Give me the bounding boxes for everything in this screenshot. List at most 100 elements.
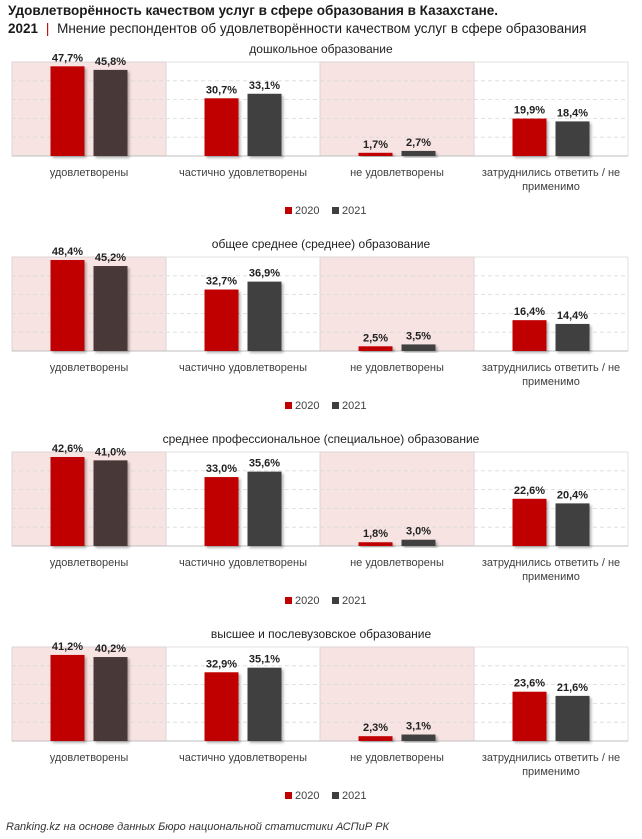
category-label: удовлетворены (50, 167, 129, 179)
data-label: 42,6% (52, 443, 83, 455)
bar-2020 (50, 260, 85, 351)
data-label: 20,4% (557, 489, 588, 501)
highlight-band (319, 451, 475, 547)
category-label: не удовлетворены (350, 167, 444, 179)
category-label: частично удовлетворены (179, 167, 307, 179)
bar-chart: 41,2% 40,2% удовлетворены 32,9% 35,1% частичн… (11, 641, 629, 802)
legend-label: 2021 (342, 790, 366, 802)
bar-2020 (50, 457, 85, 546)
legend-label: 2020 (295, 205, 319, 217)
highlight-band (319, 646, 475, 742)
data-label: 23,6% (514, 678, 545, 690)
data-label: 32,7% (206, 276, 237, 288)
bar-2021 (555, 121, 590, 156)
category-label: применимо (522, 376, 580, 388)
data-label: 40,2% (95, 643, 126, 655)
legend-swatch-2021 (332, 207, 339, 214)
panel-general-secondary: общее среднее (среднее) образование 48,4… (0, 237, 642, 432)
bar-2021 (401, 734, 436, 741)
data-label: 14,4% (557, 310, 588, 322)
panel-preschool: дошкольное образование 47,7% 45,8% удовлет… (0, 42, 642, 237)
bar-2020 (204, 477, 239, 546)
legend-label: 2020 (295, 400, 319, 412)
bar-2021 (247, 281, 282, 351)
bar-2020 (512, 320, 547, 351)
data-label: 33,1% (249, 80, 280, 92)
data-label: 41,2% (52, 641, 83, 653)
category-label: применимо (522, 766, 580, 778)
bar-chart: 47,7% 45,8% удовлетворены 30,7% 33,1% частичн… (11, 52, 629, 217)
data-label: 22,6% (514, 485, 545, 497)
data-label: 48,4% (52, 246, 83, 258)
highlight-band (11, 256, 167, 352)
legend-swatch-2020 (285, 402, 292, 409)
category-label: затруднились ответить / не (482, 557, 620, 569)
category-label: удовлетворены (50, 362, 129, 374)
category-label: не удовлетворены (350, 752, 444, 764)
data-label: 19,9% (514, 105, 545, 117)
data-label: 35,6% (249, 458, 280, 470)
data-label: 18,4% (557, 107, 588, 119)
bar-2020 (512, 691, 547, 741)
bar-2021 (93, 460, 128, 546)
category-label: частично удовлетворены (179, 557, 307, 569)
data-label: 30,7% (206, 84, 237, 96)
chart-header: Удовлетворённость качеством услуг в сфер… (8, 2, 638, 38)
category-label: затруднились ответить / не (482, 362, 620, 374)
category-label: применимо (522, 571, 580, 583)
data-label: 3,0% (406, 526, 431, 538)
panel-title: высшее и послевузовское образование (210, 627, 432, 641)
legend-label: 2020 (295, 790, 319, 802)
bar-2020 (358, 736, 393, 741)
category-label: частично удовлетворены (179, 752, 307, 764)
category-label: применимо (522, 181, 580, 193)
bar-chart: 42,6% 41,0% удовлетворены 33,0% 35,6% частичн… (11, 443, 629, 607)
highlight-band (319, 256, 475, 352)
category-label: частично удовлетворены (179, 362, 307, 374)
bar-2021 (401, 344, 436, 351)
bar-2021 (247, 667, 282, 741)
bar-2020 (50, 66, 85, 156)
bar-2021 (247, 471, 282, 546)
data-label: 47,7% (52, 52, 83, 64)
highlight-band (11, 61, 167, 157)
highlight-band (319, 61, 475, 157)
panel-higher: высшее и послевузовское образование 41,2… (0, 627, 642, 822)
legend-label: 2021 (342, 205, 366, 217)
bar-2021 (555, 503, 590, 546)
data-label: 45,2% (95, 252, 126, 264)
chart-title: Удовлетворённость качеством услуг в сфер… (8, 3, 499, 18)
data-label: 3,1% (406, 721, 431, 733)
bar-chart: 48,4% 45,2% удовлетворены 32,7% 36,9% частичн… (11, 246, 629, 412)
data-label: 2,7% (406, 137, 431, 149)
legend-label: 2021 (342, 400, 366, 412)
panel-title: общее среднее (среднее) образование (211, 237, 431, 251)
category-label: затруднились ответить / не (482, 167, 620, 179)
category-label: не удовлетворены (350, 362, 444, 374)
year-label: 2021 (8, 21, 39, 36)
bar-2021 (555, 695, 590, 741)
data-label: 21,6% (557, 682, 588, 694)
legend-label: 2021 (342, 595, 366, 607)
data-label: 2,5% (363, 332, 388, 344)
data-label: 32,9% (206, 658, 237, 670)
bar-2020 (204, 672, 239, 741)
bar-2020 (204, 98, 239, 156)
legend-swatch-2020 (285, 792, 292, 799)
data-label: 35,1% (249, 654, 280, 666)
highlight-band (11, 451, 167, 547)
bar-2021 (93, 69, 128, 156)
data-label: 3,5% (406, 330, 431, 342)
bar-2021 (93, 266, 128, 351)
panel-vocational: среднее профессиональное (специальное) о… (0, 432, 642, 627)
panel-title: дошкольное образование (249, 42, 393, 56)
category-label: удовлетворены (50, 557, 129, 569)
separator: | (45, 21, 50, 36)
bar-2021 (93, 657, 128, 741)
category-label: удовлетворены (50, 752, 129, 764)
legend-swatch-2021 (332, 792, 339, 799)
chart-subtitle-line: 2021 | Мнение респондентов об удовлетвор… (8, 20, 638, 38)
bar-2020 (512, 118, 547, 156)
data-label: 2,3% (363, 722, 388, 734)
data-label: 16,4% (514, 306, 545, 318)
